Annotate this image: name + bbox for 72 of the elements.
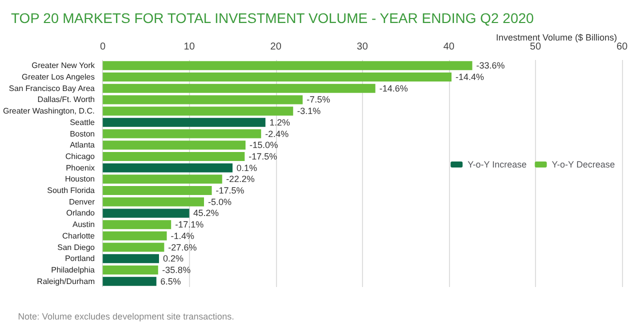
annotation: 45.2% xyxy=(193,208,219,218)
y-tick-label: Atlanta xyxy=(70,140,96,150)
y-tick-label: Greater Washington, D.C. xyxy=(2,106,95,116)
y-tick-label: Dallas/Ft. Worth xyxy=(38,95,95,104)
annotation: -2.4% xyxy=(265,128,289,139)
annotation: 0.2% xyxy=(162,254,184,264)
y-tick-label: Phoenix xyxy=(66,163,95,172)
y-tick-label: San Diego xyxy=(57,242,96,252)
bar xyxy=(102,84,376,93)
bar xyxy=(102,72,452,82)
annotation: -33.6% xyxy=(476,60,505,71)
x-tick-label: 10 xyxy=(184,42,196,52)
x-tick-label: 60 xyxy=(616,42,628,52)
annotation: -22.2% xyxy=(226,174,255,184)
annotation: -17.5% xyxy=(248,151,278,162)
y-tick-label: Greater New York xyxy=(32,61,96,70)
y-tick-label: Chicago xyxy=(65,152,96,161)
x-tick-label: 30 xyxy=(356,42,368,52)
bar xyxy=(102,186,212,196)
chart-title: TOP 20 MARKETS FOR TOTAL INVESTMENT VOLUME - YEAR ENDING Q2 2020 xyxy=(11,10,534,26)
annotation: -3.1% xyxy=(297,106,321,116)
annotation: 6.5% xyxy=(160,276,181,286)
bar xyxy=(102,152,245,161)
text: Note: Volume excludes development site transactions. xyxy=(18,312,234,322)
y-tick-label: Seattle xyxy=(70,118,96,127)
y-tick-label: Portland xyxy=(64,254,95,264)
annotation: -14.6% xyxy=(379,83,408,94)
bar xyxy=(102,276,156,286)
y-tick-label: Raleigh/Durham xyxy=(36,276,96,286)
bar xyxy=(102,118,266,127)
bar xyxy=(102,265,158,274)
bar xyxy=(102,208,190,218)
annotation: -17.1% xyxy=(175,220,204,230)
y-tick-label: Charlotte xyxy=(62,231,96,240)
y-tick-label: San Francisco Bay Area xyxy=(8,84,96,93)
x-tick-label: 0 xyxy=(100,42,106,52)
bar xyxy=(102,174,222,184)
bar xyxy=(102,163,233,172)
legend-label: Y-o-Y Increase xyxy=(468,160,527,170)
x-tick-label: 20 xyxy=(270,42,282,52)
annotation: -1.4% xyxy=(170,230,194,241)
bar xyxy=(102,231,167,240)
bar xyxy=(102,197,204,206)
y-tick-label: Houston xyxy=(64,174,95,184)
y-tick-label: Denver xyxy=(68,197,96,206)
bar xyxy=(102,242,164,252)
legend-label: Y-o-Y Decrease xyxy=(552,160,615,170)
bar xyxy=(102,254,159,264)
annotation: -15.0% xyxy=(250,140,278,150)
x-tick-label: 50 xyxy=(530,42,542,52)
y-tick-label: Boston xyxy=(70,129,95,138)
annotation: 1.2% xyxy=(269,117,290,128)
annotation: -35.8% xyxy=(162,264,191,275)
annotation: -7.5% xyxy=(306,94,330,105)
annotation: 0.1% xyxy=(236,162,258,173)
x-tick-label: 40 xyxy=(443,42,455,52)
annotation: -17.5% xyxy=(216,186,244,196)
annotation: -14.4% xyxy=(456,72,484,82)
x-axis-title: Investment Volume ($ Billions) xyxy=(496,32,618,42)
bar xyxy=(102,106,294,116)
annotation: -27.6% xyxy=(168,242,197,252)
y-tick-label: Greater Los Angeles xyxy=(22,72,95,82)
bar xyxy=(102,61,472,70)
y-tick-label: Austin xyxy=(72,220,95,230)
bar xyxy=(102,220,172,230)
y-tick-label: Philadelphia xyxy=(51,265,96,274)
bar xyxy=(102,140,246,150)
bar xyxy=(102,129,262,138)
y-tick-label: Orlando xyxy=(66,208,96,218)
y-tick-label: South Florida xyxy=(47,186,96,196)
annotation: -5.0% xyxy=(208,196,232,207)
bar xyxy=(102,95,303,104)
